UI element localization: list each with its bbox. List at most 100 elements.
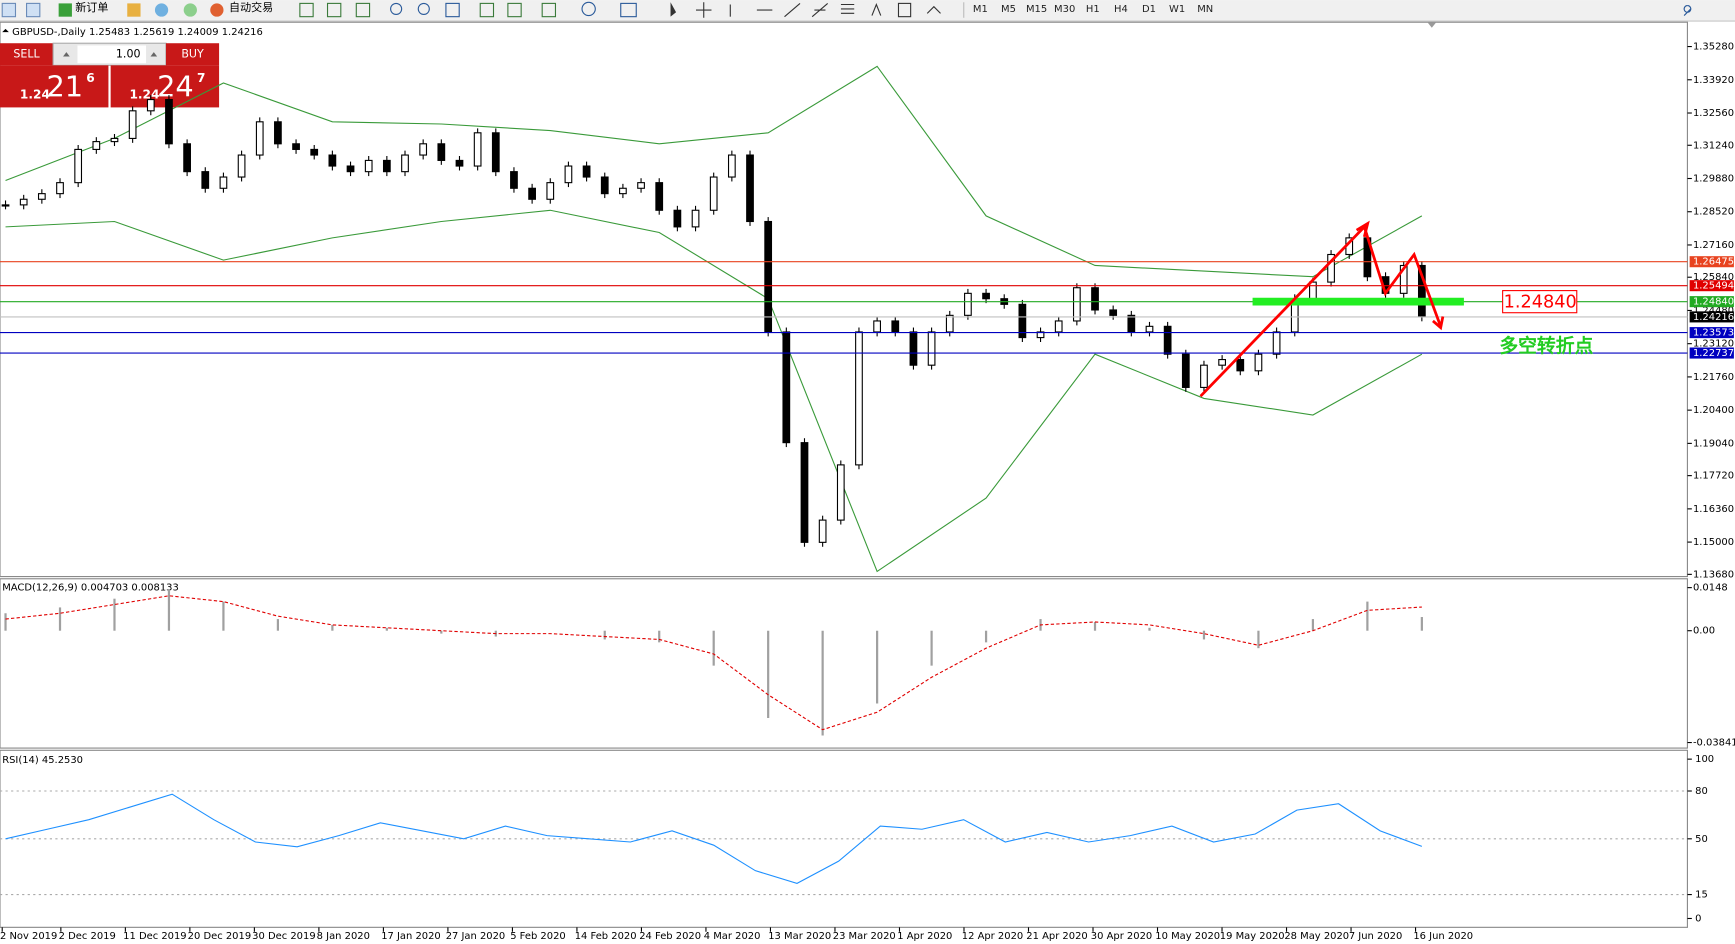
icon[interactable] xyxy=(154,3,169,17)
x-tick-label: 24 Feb 2020 xyxy=(639,931,701,942)
candle xyxy=(1218,359,1226,366)
timeframe-button[interactable]: M15 xyxy=(1026,4,1047,15)
arrow-head xyxy=(1355,220,1445,331)
sell-price-box[interactable] xyxy=(0,65,109,108)
candle xyxy=(1327,253,1335,283)
x-tick-label: 28 May 2020 xyxy=(1284,931,1349,942)
candle xyxy=(1236,359,1245,372)
new-order-icon[interactable] xyxy=(58,3,72,17)
price-label: 1.23573 xyxy=(1693,328,1734,339)
lots-input[interactable] xyxy=(77,45,147,64)
y-tick-label: 1.17720 xyxy=(1693,471,1734,482)
y-tick-label: 1.27160 xyxy=(1693,240,1734,251)
icon[interactable] xyxy=(326,2,342,18)
x-tick-label: 27 Jan 2020 xyxy=(446,931,506,942)
x-tick-label: 11 Dec 2019 xyxy=(123,931,186,942)
sell-price-sup[interactable]: 6 xyxy=(86,71,94,85)
new-order-button[interactable]: 新订单 xyxy=(75,0,108,14)
y-tick-label: 0.0148 xyxy=(1693,583,1728,594)
y-tick-label: 1.35280 xyxy=(1693,42,1734,53)
timeframe-button[interactable]: H1 xyxy=(1086,4,1100,15)
x-tick-label: 19 May 2020 xyxy=(1220,931,1285,942)
timeframe-button[interactable]: D1 xyxy=(1142,4,1156,15)
buy-price-box[interactable] xyxy=(110,65,220,108)
buy-price-main[interactable]: 24 xyxy=(157,70,194,104)
y-tick-label: 15 xyxy=(1695,890,1708,901)
candle xyxy=(982,292,990,300)
icon[interactable] xyxy=(26,2,41,18)
icon[interactable] xyxy=(183,3,197,17)
sell-button[interactable] xyxy=(0,43,54,66)
icon[interactable] xyxy=(445,2,460,18)
icon[interactable] xyxy=(417,2,430,16)
candle xyxy=(1072,287,1081,322)
candle xyxy=(74,148,83,184)
candle xyxy=(401,154,409,173)
buy-price-sup[interactable]: 7 xyxy=(197,71,205,85)
auto-trading-icon[interactable] xyxy=(210,3,224,17)
candle xyxy=(455,159,464,167)
icon[interactable] xyxy=(840,3,855,14)
y-tick-label: 1.16360 xyxy=(1693,504,1734,515)
icon[interactable] xyxy=(390,2,403,16)
sell-price-main[interactable]: 21 xyxy=(46,70,83,104)
candle xyxy=(1145,325,1154,333)
icon[interactable] xyxy=(897,2,912,18)
sell-label[interactable]: SELL xyxy=(13,47,40,60)
icon[interactable] xyxy=(581,1,596,17)
lots-value[interactable]: 1.00 xyxy=(116,47,141,60)
auto-trading-button[interactable]: 自动交易 xyxy=(229,0,273,14)
timeframe-button[interactable]: MN xyxy=(1197,4,1213,15)
price-label-box xyxy=(1689,280,1734,292)
shift-marker xyxy=(1427,22,1437,28)
timeframe-button[interactable]: M1 xyxy=(973,4,988,15)
icon[interactable] xyxy=(1,2,17,18)
candle xyxy=(637,182,645,189)
search-icon[interactable] xyxy=(1683,5,1692,16)
icon[interactable] xyxy=(926,5,941,14)
icon[interactable] xyxy=(620,2,637,18)
icon[interactable] xyxy=(871,3,882,16)
buy-button[interactable] xyxy=(165,43,220,66)
candle xyxy=(346,165,355,173)
timeframe-button[interactable]: H4 xyxy=(1114,4,1128,15)
x-tick-label: 4 Mar 2020 xyxy=(704,931,761,942)
y-tick-label: 1.29880 xyxy=(1693,173,1734,184)
candle xyxy=(419,143,428,156)
icon[interactable] xyxy=(541,2,557,18)
icon[interactable] xyxy=(479,2,495,18)
icon[interactable] xyxy=(355,2,371,18)
timeframe-button[interactable]: M30 xyxy=(1054,4,1075,15)
icon[interactable] xyxy=(507,2,522,18)
candle xyxy=(1018,303,1027,339)
candle xyxy=(19,198,28,206)
buy-label[interactable]: BUY xyxy=(181,47,204,60)
x-tick-label: 14 Feb 2020 xyxy=(575,931,637,942)
timeframe-button[interactable]: M5 xyxy=(1001,4,1016,15)
timeframe-button[interactable]: W1 xyxy=(1169,4,1185,15)
x-tick-label: 17 Jan 2020 xyxy=(381,931,441,942)
lots-up[interactable] xyxy=(150,52,158,57)
candle xyxy=(873,320,881,333)
icon[interactable] xyxy=(670,2,677,17)
icon[interactable] xyxy=(127,3,141,17)
candle xyxy=(310,148,319,156)
icon[interactable] xyxy=(784,2,801,18)
candle xyxy=(727,154,736,178)
sell-price-big[interactable]: 1.24 xyxy=(20,88,50,102)
price-label-box xyxy=(1689,311,1734,323)
icon[interactable] xyxy=(695,2,712,18)
lots-down[interactable] xyxy=(63,52,70,57)
icon[interactable] xyxy=(299,2,314,18)
candle xyxy=(800,442,809,543)
candle xyxy=(909,331,918,366)
candle xyxy=(292,143,300,150)
candle xyxy=(709,176,718,211)
icon[interactable] xyxy=(811,2,829,18)
annotation: 1.24840 xyxy=(1504,293,1577,313)
candle xyxy=(237,154,246,178)
buy-price-big[interactable]: 1.24 xyxy=(129,88,159,102)
x-tick-label: 16 Jun 2020 xyxy=(1413,931,1473,942)
y-tick-label: 80 xyxy=(1695,786,1708,797)
